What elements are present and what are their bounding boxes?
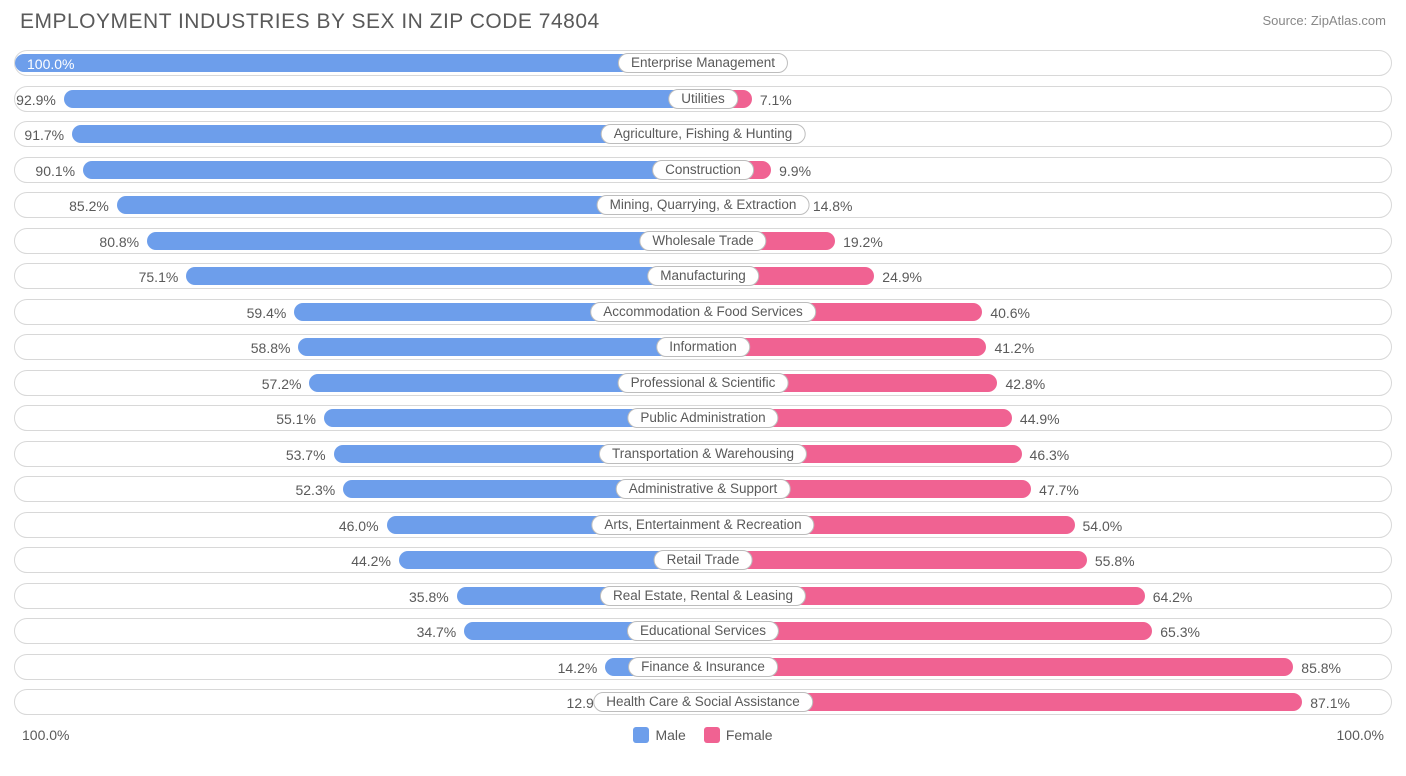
legend-swatch-male <box>633 727 649 743</box>
category-pill: Transportation & Warehousing <box>599 444 807 464</box>
category-pill: Enterprise Management <box>618 53 788 73</box>
category-pill: Public Administration <box>627 408 778 428</box>
female-pct-label: 85.8% <box>1301 655 1341 681</box>
legend-swatch-female <box>704 727 720 743</box>
category-pill: Construction <box>652 160 754 180</box>
source-name: ZipAtlas.com <box>1311 13 1386 28</box>
bar-row: 12.9%87.1%Health Care & Social Assistanc… <box>14 689 1392 715</box>
chart-footer: 100.0% Male Female 100.0% <box>14 725 1392 743</box>
male-pct-label: 91.7% <box>24 122 64 148</box>
female-pct-label: 19.2% <box>843 229 883 255</box>
male-pct-label: 35.8% <box>409 584 449 610</box>
female-pct-label: 47.7% <box>1039 477 1079 503</box>
bar-row: 75.1% 24.9% Manufacturing <box>14 263 1392 289</box>
female-pct-label: 54.0% <box>1083 513 1123 539</box>
male-bar <box>83 161 703 179</box>
category-pill: Accommodation & Food Services <box>590 302 816 322</box>
category-pill: Mining, Quarrying, & Extraction <box>597 195 810 215</box>
male-bar <box>298 338 703 356</box>
male-pct-label: 58.8% <box>251 335 291 361</box>
female-pct-label: 7.1% <box>760 87 792 113</box>
axis-label-right: 100.0% <box>1337 727 1384 743</box>
female-pct-label: 24.9% <box>882 264 922 290</box>
bar-row: 34.7% 65.3% Educational Services <box>14 618 1392 644</box>
male-bar <box>147 232 703 250</box>
source-prefix: Source: <box>1262 13 1310 28</box>
chart-source: Source: ZipAtlas.com <box>1262 13 1386 28</box>
category-pill: Finance & Insurance <box>628 657 778 677</box>
category-pill: Health Care & Social Assistance <box>593 692 813 712</box>
legend-label-male: Male <box>655 727 685 743</box>
male-pct-label: 44.2% <box>351 548 391 574</box>
male-pct-label: 53.7% <box>286 442 326 468</box>
male-pct-label: 92.9% <box>16 87 56 113</box>
male-bar <box>15 54 703 72</box>
male-pct-label: 46.0% <box>339 513 379 539</box>
male-pct-label: 90.1% <box>35 158 75 184</box>
category-pill: Real Estate, Rental & Leasing <box>600 586 806 606</box>
category-pill: Agriculture, Fishing & Hunting <box>601 124 806 144</box>
female-pct-label: 9.9% <box>779 158 811 184</box>
male-pct-label: 75.1% <box>139 264 179 290</box>
male-pct-label: 100.0% <box>27 51 74 77</box>
legend-item-female: Female <box>704 727 773 743</box>
female-bar <box>703 551 1087 569</box>
male-pct-label: 55.1% <box>276 406 316 432</box>
category-pill: Manufacturing <box>647 266 759 286</box>
bar-row: 14.2% 85.8% Finance & Insurance <box>14 654 1392 680</box>
male-pct-label: 34.7% <box>417 619 457 645</box>
chart-title: EMPLOYMENT INDUSTRIES BY SEX IN ZIP CODE… <box>20 10 600 34</box>
male-pct-label: 57.2% <box>262 371 302 397</box>
bar-row: 53.7% 46.3% Transportation & Warehousing <box>14 441 1392 467</box>
bar-row: 91.7%8.3%Agriculture, Fishing & Hunting <box>14 121 1392 147</box>
category-pill: Administrative & Support <box>616 479 791 499</box>
female-pct-label: 64.2% <box>1153 584 1193 610</box>
bar-row: 85.2% 14.8%Mining, Quarrying, & Extractio… <box>14 192 1392 218</box>
male-bar <box>64 90 703 108</box>
category-pill: Utilities <box>668 89 738 109</box>
category-pill: Professional & Scientific <box>618 373 789 393</box>
bar-row: 80.8% 19.2% Wholesale Trade <box>14 228 1392 254</box>
bar-row: 55.1% 44.9% Public Administration <box>14 405 1392 431</box>
category-pill: Arts, Entertainment & Recreation <box>591 515 814 535</box>
female-pct-label: 55.8% <box>1095 548 1135 574</box>
axis-label-left: 100.0% <box>22 727 69 743</box>
male-pct-label: 85.2% <box>69 193 109 219</box>
bar-row: 44.2% 55.8% Retail Trade <box>14 547 1392 573</box>
bar-row: 46.0% 54.0% Arts, Entertainment & Recreati… <box>14 512 1392 538</box>
legend-label-female: Female <box>726 727 773 743</box>
female-pct-label: 40.6% <box>990 300 1030 326</box>
bar-row: 35.8% 64.2% Real Estate, Rental & Leasing <box>14 583 1392 609</box>
male-pct-label: 80.8% <box>99 229 139 255</box>
chart-header: EMPLOYMENT INDUSTRIES BY SEX IN ZIP CODE… <box>14 10 1392 34</box>
category-pill: Wholesale Trade <box>639 231 766 251</box>
bar-row: 59.4% 40.6% Accommodation & Food Services <box>14 299 1392 325</box>
bar-row: 58.8% 41.2% Information <box>14 334 1392 360</box>
female-pct-label: 46.3% <box>1030 442 1070 468</box>
diverging-bar-chart: 100.0%0.0%Enterprise Management 92.9% 7.1%… <box>14 50 1392 715</box>
category-pill: Educational Services <box>627 621 779 641</box>
legend-item-male: Male <box>633 727 685 743</box>
male-bar <box>186 267 703 285</box>
bar-row: 100.0%0.0%Enterprise Management <box>14 50 1392 76</box>
bar-row: 90.1% 9.9% Construction <box>14 157 1392 183</box>
bar-row: 52.3% 47.7% Administrative & Support <box>14 476 1392 502</box>
bar-row: 57.2% 42.8% Professional & Scientific <box>14 370 1392 396</box>
female-pct-label: 65.3% <box>1160 619 1200 645</box>
male-pct-label: 59.4% <box>247 300 287 326</box>
female-pct-label: 44.9% <box>1020 406 1060 432</box>
bar-row: 92.9% 7.1% Utilities <box>14 86 1392 112</box>
legend: Male Female <box>633 727 772 743</box>
category-pill: Information <box>656 337 750 357</box>
category-pill: Retail Trade <box>654 550 753 570</box>
female-pct-label: 14.8% <box>813 193 853 219</box>
male-pct-label: 52.3% <box>295 477 335 503</box>
female-bar <box>703 658 1293 676</box>
female-pct-label: 87.1% <box>1310 690 1350 716</box>
female-pct-label: 42.8% <box>1005 371 1045 397</box>
female-pct-label: 41.2% <box>994 335 1034 361</box>
male-pct-label: 14.2% <box>558 655 598 681</box>
